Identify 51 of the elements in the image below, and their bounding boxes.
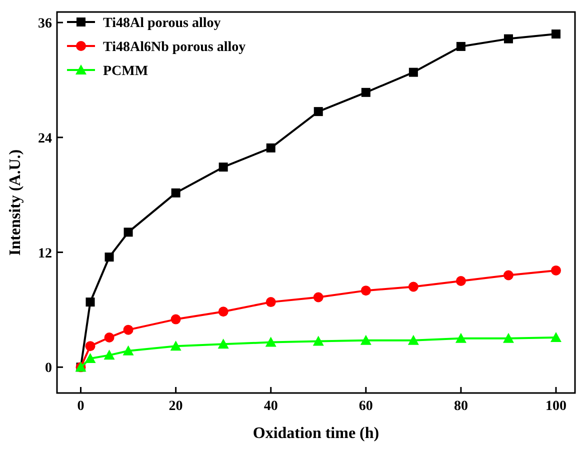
point	[84, 353, 96, 364]
x-tick-label: 100	[545, 399, 566, 414]
y-axis-title: Intensity (A.U.)	[7, 149, 24, 256]
point	[218, 162, 228, 172]
point	[313, 292, 324, 302]
point	[361, 88, 370, 97]
point	[551, 30, 560, 39]
point	[360, 334, 372, 345]
point	[86, 298, 95, 307]
point	[266, 143, 276, 152]
legend-label: Ti48Al6Nb porous alloy	[103, 40, 246, 55]
point	[104, 252, 114, 262]
x-tick-label: 40	[264, 399, 278, 414]
x-tick-label: 80	[454, 399, 468, 414]
point	[124, 228, 133, 237]
point	[360, 286, 371, 296]
point	[170, 314, 181, 324]
point	[314, 107, 323, 116]
point	[455, 332, 466, 343]
x-axis-title: Oxidation time (h)	[252, 425, 380, 442]
x-tick-label: 60	[358, 399, 373, 414]
point	[85, 341, 96, 352]
point	[503, 270, 514, 280]
point	[123, 324, 134, 335]
point	[408, 334, 419, 345]
x-tick-label: 20	[168, 399, 183, 414]
legend-label: PCMM	[103, 64, 148, 79]
point	[170, 340, 182, 351]
point	[504, 34, 513, 44]
point	[266, 297, 276, 308]
point	[218, 306, 228, 317]
y-tick-label: 24	[38, 131, 52, 146]
point	[265, 336, 276, 347]
x-tick-label: 0	[77, 399, 84, 414]
point	[456, 42, 466, 51]
point	[104, 332, 114, 342]
point	[312, 336, 324, 346]
y-tick-label: 0	[45, 361, 52, 376]
point	[502, 332, 514, 343]
point	[408, 68, 418, 77]
point	[456, 276, 466, 286]
point	[408, 282, 418, 292]
point	[171, 188, 180, 198]
point	[550, 265, 561, 276]
point	[550, 332, 562, 342]
point	[218, 338, 229, 349]
point	[104, 350, 115, 360]
point	[122, 345, 134, 356]
y-tick-label: 12	[38, 246, 52, 262]
y-tick-label: 36	[38, 16, 52, 32]
legend-label: Ti48Al porous alloy	[103, 16, 221, 31]
